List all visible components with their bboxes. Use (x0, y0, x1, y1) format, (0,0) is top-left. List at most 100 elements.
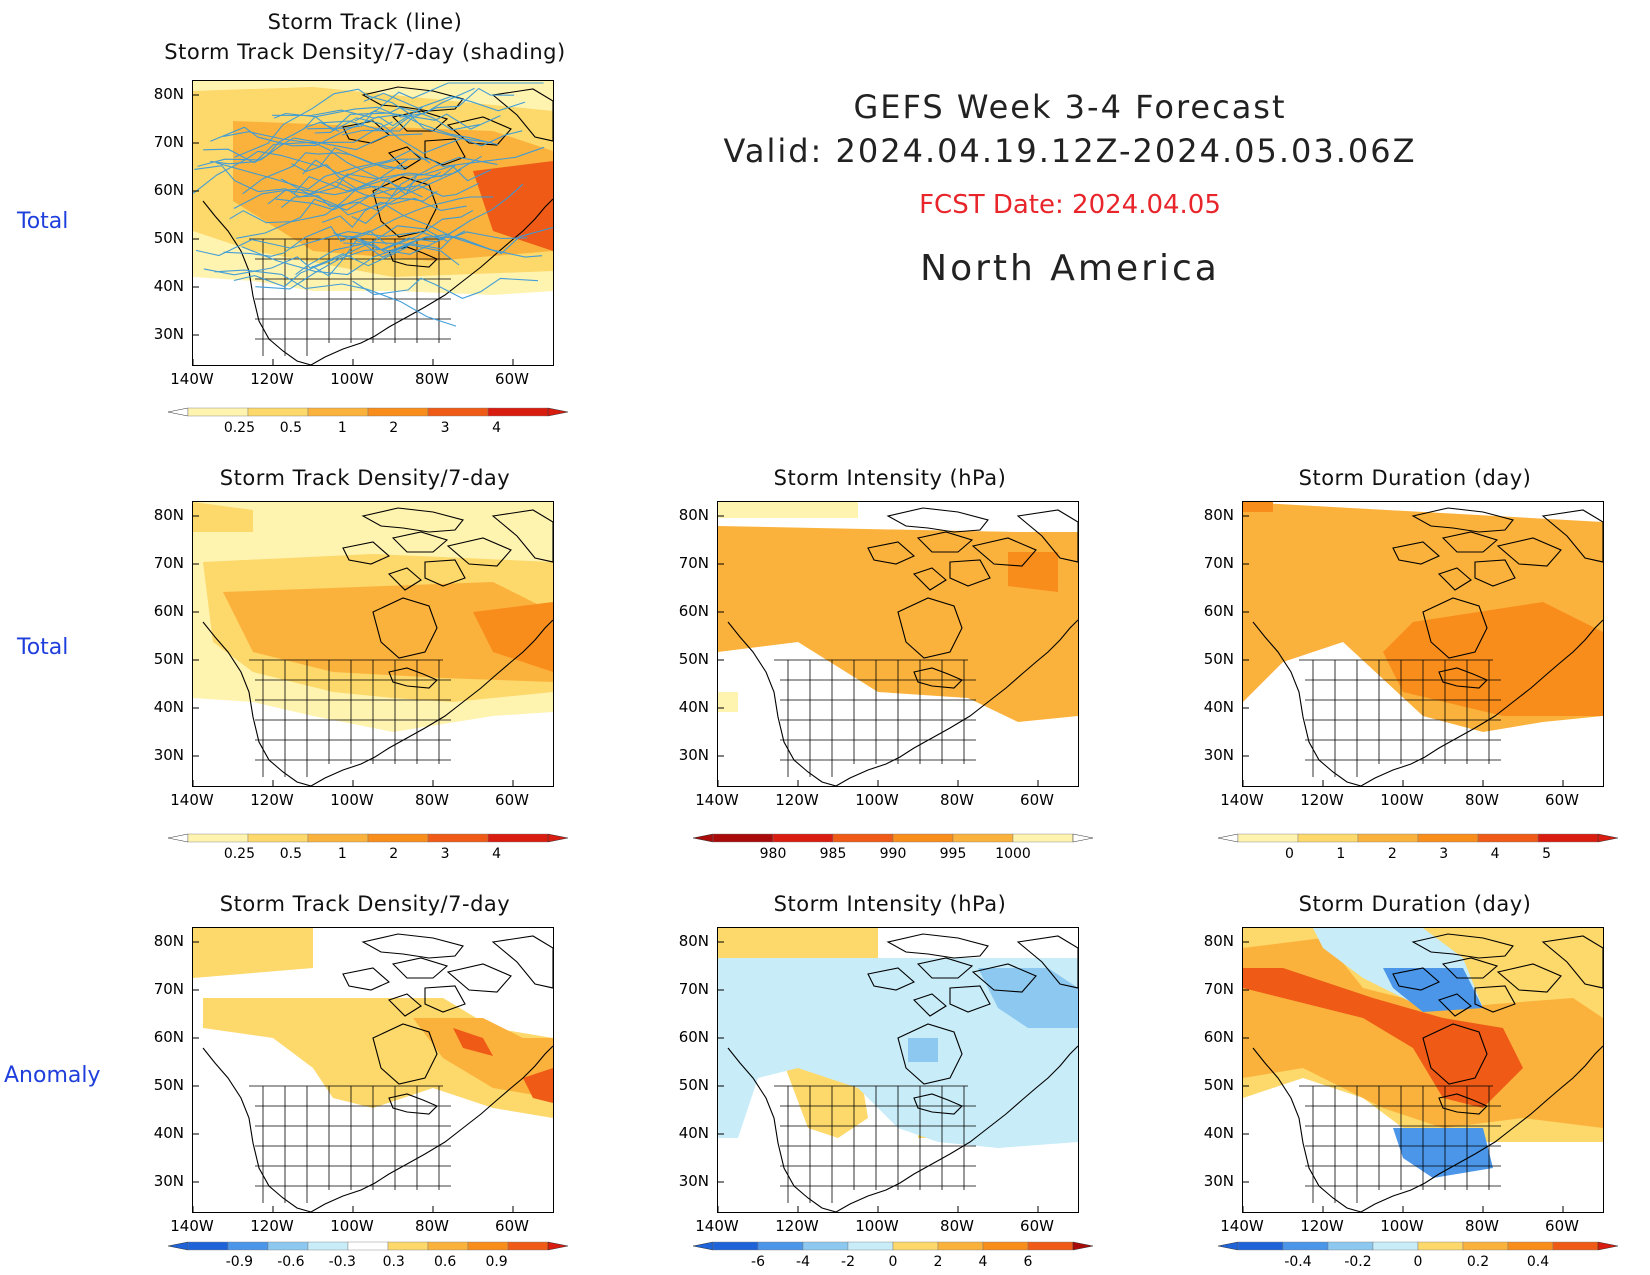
anom_density-swatch (507, 1241, 549, 1251)
p7-lon-label: 80W (1465, 1217, 1499, 1235)
density-swatch (367, 833, 429, 843)
anom_density-swatch (427, 1241, 469, 1251)
duration-tick-label: 5 (1542, 846, 1551, 862)
anom_duration-colorbar: -0.4 -0.2 0 0.2 0.4 (1218, 1241, 1618, 1270)
anom_density-swatch (187, 1241, 229, 1251)
density-tick-label: 2 (389, 420, 398, 436)
p2-lon-label: 140W (170, 791, 214, 809)
p2-lon-label: 80W (415, 791, 449, 809)
density-colorbar: 0.25 0.5 1 2 3 4 (168, 833, 568, 862)
density-tick-label: 3 (441, 420, 450, 436)
density-tick-label: 1 (338, 420, 347, 436)
p7-lat-label: 30N (1203, 1172, 1234, 1190)
p2-lon-label: 60W (495, 791, 529, 809)
valid-period: Valid: 2024.04.19.12Z-2024.05.03.06Z (723, 132, 1417, 170)
anom_density-tick-label: 0.6 (434, 1254, 456, 1270)
anom_duration-swatch (1417, 1241, 1464, 1251)
density-tick-label: 0.25 (224, 846, 255, 862)
density-tick-label: 2 (389, 846, 398, 862)
p5-lon-label: 140W (170, 1217, 214, 1235)
intensity-tick-label: 990 (880, 846, 907, 862)
duration-tick-label: 2 (1388, 846, 1397, 862)
p6-lat-label: 70N (678, 980, 709, 998)
density-swatch (247, 833, 309, 843)
p3-lon-label: 140W (695, 791, 739, 809)
intensity-swatch (892, 833, 954, 843)
duration-tick-label: 4 (1491, 846, 1500, 862)
anom_density-swatch (307, 1241, 349, 1251)
anom_duration-tick-label: -0.4 (1284, 1254, 1311, 1270)
storm-intensity-total-map (717, 501, 1079, 787)
anom_density-swatch (467, 1241, 509, 1251)
anomaly-negative-mid-shading (1383, 968, 1493, 1178)
anom_intensity-swatch (937, 1241, 984, 1251)
density-swatch (187, 407, 249, 417)
anom_duration-tick-label: 0 (1414, 1254, 1423, 1270)
p1-lat-label: 40N (153, 277, 184, 295)
p2-lat-label: 80N (153, 506, 184, 524)
anomaly-positive-low-shading (193, 928, 553, 1118)
state-borders (1299, 659, 1501, 777)
density-swatch (307, 407, 369, 417)
coastline (727, 507, 1078, 786)
p7-lon-label: 140W (1220, 1217, 1264, 1235)
p1-lon-label: 60W (495, 370, 529, 388)
p2-lat-label: 70N (153, 554, 184, 572)
p5-lat-label: 80N (153, 932, 184, 950)
intensity-swatch (772, 833, 834, 843)
density-tick-label: 0.25 (224, 420, 255, 436)
p6-lat-label: 30N (678, 1172, 709, 1190)
anomaly-positive-mid-shading (413, 1018, 553, 1098)
p2-lat-label: 50N (153, 650, 184, 668)
anom_duration-tick-label: 0.4 (1527, 1254, 1549, 1270)
p7-lat-label: 40N (1203, 1124, 1234, 1142)
storm-track-density-anomaly-map (192, 927, 554, 1213)
anom_intensity-swatch (712, 1241, 759, 1251)
intensity-tick-label: 980 (760, 846, 787, 862)
coastline (1252, 507, 1603, 786)
anom_density-tick-label: 0.9 (485, 1254, 507, 1270)
anom_intensity-tick-label: 2 (934, 1254, 943, 1270)
p4-lon-label: 140W (1220, 791, 1264, 809)
panel-1-title-line1: Storm Track (line) (267, 10, 463, 34)
p6-lat-label: 80N (678, 932, 709, 950)
anom_intensity-colorbar: -6 -4 -2 0 2 4 6 (693, 1241, 1093, 1270)
anom_intensity-tick-label: 6 (1024, 1254, 1033, 1270)
storm-intensity-anomaly-map (717, 927, 1079, 1213)
density-mid-shading (233, 121, 553, 261)
p2-lat-label: 40N (153, 698, 184, 716)
density-swatch (367, 407, 429, 417)
anom_duration-tick-label: 0.2 (1467, 1254, 1489, 1270)
duration-swatch (1237, 833, 1299, 843)
p7-lat-label: 70N (1203, 980, 1234, 998)
duration-tick-label: 0 (1285, 846, 1294, 862)
density-colorbar: 0.25 0.5 1 2 3 4 (168, 407, 568, 436)
anom_intensity-tick-label: -2 (841, 1254, 855, 1270)
intensity-swatch (832, 833, 894, 843)
intensity-swatch (1012, 833, 1074, 843)
row-label-anomaly: Anomaly (4, 1063, 101, 1088)
duration-high-shading (1383, 602, 1603, 716)
p6-lon-label: 80W (940, 1217, 974, 1235)
panel-4-title: Storm Duration (day) (1298, 466, 1532, 490)
p7-lat-label: 60N (1203, 1028, 1234, 1046)
p7-lon-label: 60W (1545, 1217, 1579, 1235)
panel-5-title: Storm Track Density/7-day (219, 892, 511, 916)
anom_intensity-swatch (1027, 1241, 1074, 1251)
density-swatch (427, 833, 489, 843)
state-borders (1299, 1085, 1501, 1203)
anom_intensity-swatch (847, 1241, 894, 1251)
intensity-colorbar: 980 985 990 995 1000 (693, 833, 1093, 862)
anom_intensity-tick-label: -4 (796, 1254, 810, 1270)
p3-lat-label: 50N (678, 650, 709, 668)
p2-lat-label: 30N (153, 746, 184, 764)
anom_duration-swatch (1462, 1241, 1509, 1251)
p5-lon-label: 80W (415, 1217, 449, 1235)
density-swatch (487, 407, 549, 417)
panel-3-title: Storm Intensity (hPa) (773, 466, 1007, 490)
storm-track-density-map (192, 80, 554, 366)
density-swatch (487, 833, 549, 843)
storm-track-density-total-map (192, 501, 554, 787)
p6-lon-label: 100W (855, 1217, 899, 1235)
storm-duration-anomaly-map (1242, 927, 1604, 1213)
